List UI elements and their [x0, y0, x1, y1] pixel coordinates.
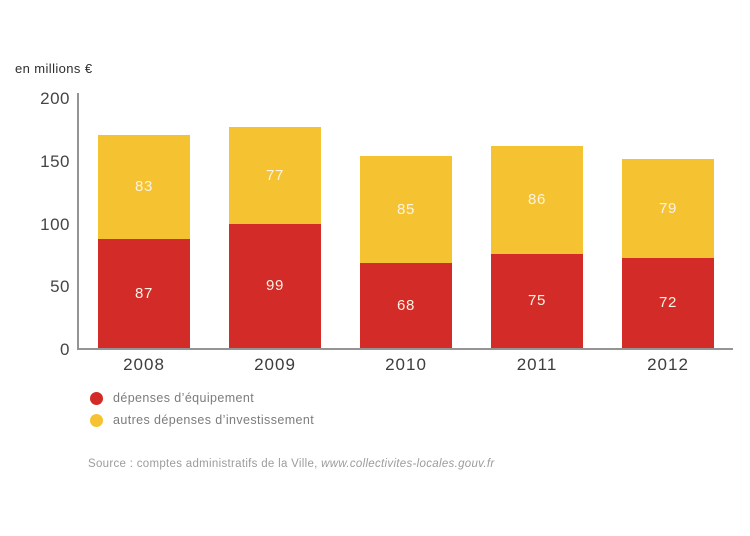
bar-value-label: 75 — [528, 292, 546, 310]
bar-value-label: 79 — [659, 199, 677, 217]
y-axis-unit-label: en millions € — [15, 61, 93, 76]
source-url: www.collectivites-locales.gouv.fr — [321, 458, 495, 470]
bar-2010: 68 85 — [360, 156, 452, 348]
bar-2008: 87 83 — [98, 134, 190, 348]
y-axis-tick-label: 100 — [40, 214, 70, 234]
source-note: Source : comptes administratifs de la Vi… — [88, 458, 494, 470]
bar-value-label: 99 — [266, 277, 284, 295]
bar-2012: 72 79 — [622, 158, 714, 348]
bar-segment-2008: 87 — [98, 238, 190, 348]
x-axis-line — [77, 348, 733, 350]
bar-2009: 99 77 — [229, 127, 321, 348]
legend-label-investissement: autres dépenses d’investissement — [113, 413, 315, 427]
bar-value-label: 87 — [135, 284, 153, 302]
y-axis-tick-label: 150 — [40, 151, 70, 171]
x-axis-category-label: 2012 — [647, 355, 689, 374]
bar-segment-2010: 85 — [360, 156, 452, 263]
bar-value-label: 86 — [528, 191, 546, 209]
y-axis-line — [77, 93, 79, 350]
source-text: Source : comptes administratifs de la Vi… — [88, 458, 322, 470]
y-axis-tick-label: 50 — [50, 277, 70, 297]
bar-value-label: 77 — [266, 166, 284, 184]
bar-segment-2008: 83 — [98, 134, 190, 239]
plot-area: 87 83 2008 99 77 2009 68 85 2010 75 86 2011 72 79 2012… — [40, 89, 733, 374]
bar-value-label: 83 — [135, 178, 153, 196]
bar-segment-2010: 68 — [360, 262, 452, 348]
bar-value-label: 72 — [659, 294, 677, 312]
bar-value-label: 85 — [397, 200, 415, 218]
bar-segment-2009: 77 — [229, 127, 321, 224]
legend-item-investissement: autres dépenses d’investissement — [90, 409, 314, 431]
x-axis-category-label: 2008 — [123, 355, 165, 374]
bar-segment-2012: 79 — [622, 158, 714, 258]
bar-2011: 75 86 — [491, 145, 583, 348]
bar-segment-2012: 72 — [622, 257, 714, 348]
bar-segment-2011: 75 — [491, 253, 583, 348]
bar-segment-2009: 99 — [229, 223, 321, 348]
y-axis-tick-label: 200 — [40, 89, 70, 108]
legend-label-equipement: dépenses d’équipement — [113, 391, 255, 405]
x-axis-category-label: 2009 — [254, 355, 296, 374]
legend-swatch-red-dot — [90, 391, 103, 405]
legend-swatch-yellow-dot — [90, 413, 103, 427]
bar-value-label: 68 — [397, 296, 415, 314]
x-axis-category-label: 2011 — [516, 355, 558, 374]
chart-legend: dépenses d’équipement autres dépenses d’… — [90, 387, 314, 431]
y-axis-tick-label: 0 — [60, 340, 70, 359]
x-axis-category-label: 2010 — [385, 355, 427, 374]
bar-segment-2011: 86 — [491, 145, 583, 254]
legend-item-equipement: dépenses d’équipement — [90, 387, 314, 409]
